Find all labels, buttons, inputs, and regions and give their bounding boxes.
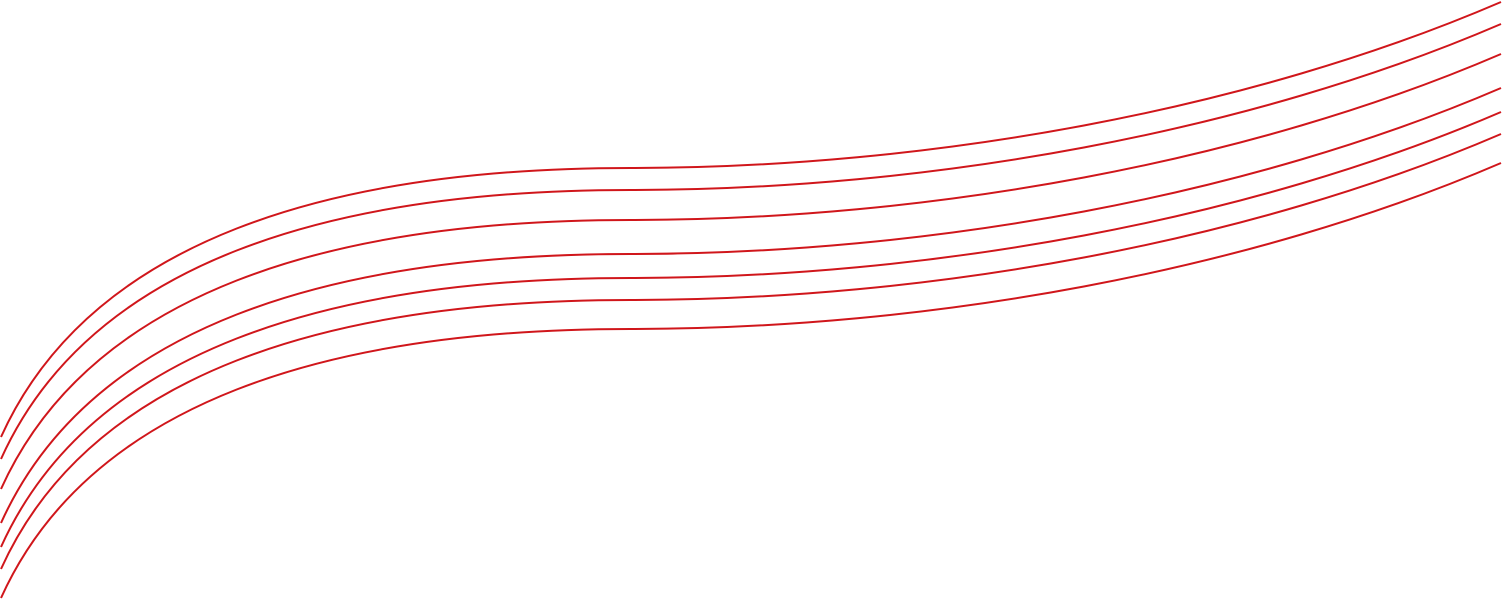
wave-line	[0, 133, 1502, 570]
wave-line	[0, 23, 1502, 460]
wave-line	[0, 162, 1502, 599]
wave-line	[0, 1, 1502, 438]
wave-line	[0, 111, 1502, 548]
wave-line	[0, 87, 1502, 524]
wave-line	[0, 53, 1502, 490]
